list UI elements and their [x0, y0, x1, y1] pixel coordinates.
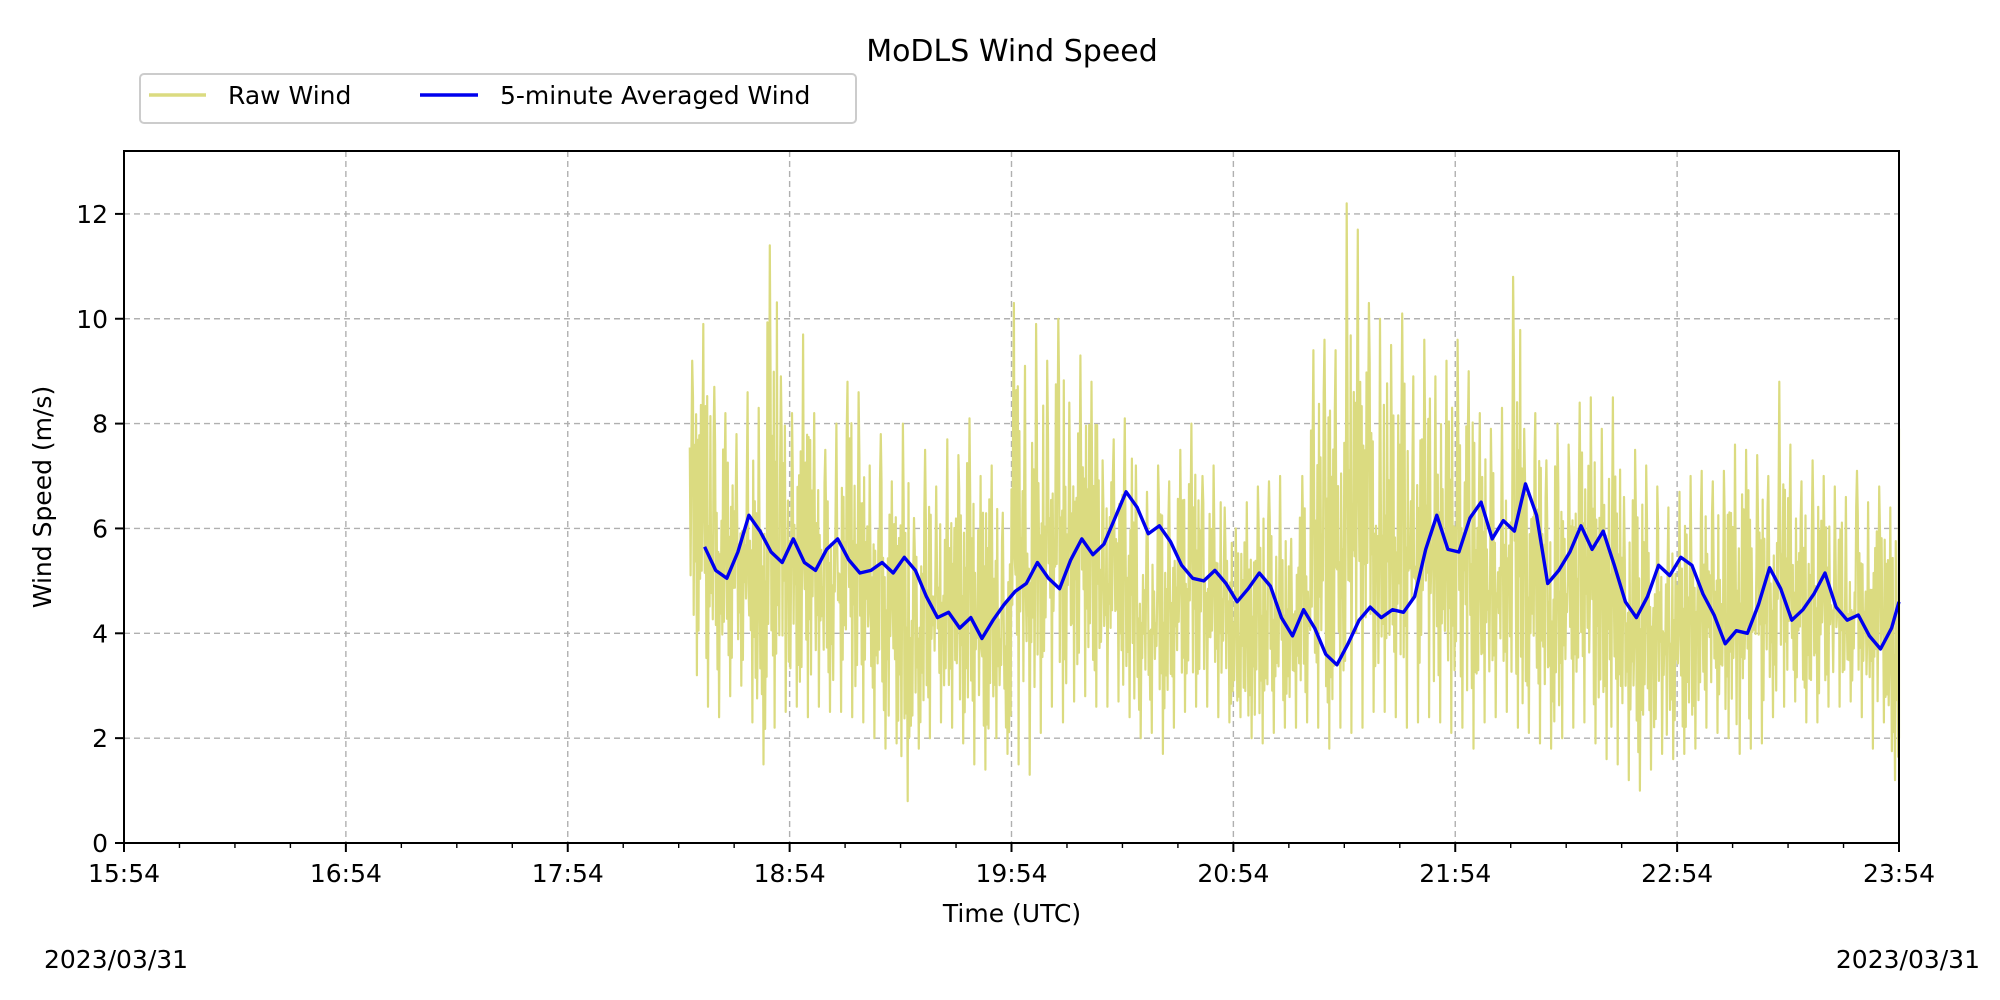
raw-wind-line [688, 202, 1901, 803]
legend-label-raw: Raw Wind [228, 81, 351, 110]
y-axis-title: Wind Speed (m/s) [28, 386, 57, 608]
y-tick-label: 10 [76, 305, 108, 334]
y-tick-label: 6 [92, 514, 108, 543]
date-label-end: 2023/03/31 [1836, 945, 1980, 974]
legend-box [139, 73, 857, 124]
x-tick-label: 21:54 [1419, 859, 1491, 888]
x-tick-label: 17:54 [532, 859, 604, 888]
x-tick-label: 19:54 [975, 859, 1047, 888]
y-tick-label: 2 [92, 724, 108, 753]
x-axis-ticks: 15:54 16:54 17:54 18:54 19:54 20:54 21:54 22:54… [88, 843, 1935, 888]
date-label-start: 2023/03/31 [44, 945, 188, 974]
averaged-wind-line [703, 482, 1901, 667]
x-tick-label: 22:54 [1641, 859, 1713, 888]
x-tick-label: 18:54 [754, 859, 826, 888]
y-tick-label: 4 [92, 619, 108, 648]
y-axis-ticks: 0 2 4 6 8 10 12 [76, 200, 124, 858]
y-tick-label: 8 [92, 410, 108, 439]
y-tick-label: 12 [76, 200, 108, 229]
raw-wind-series [688, 202, 1901, 803]
chart-title: MoDLS Wind Speed [866, 34, 1158, 69]
grid-lines [124, 151, 1899, 843]
x-tick-label: 15:54 [88, 859, 160, 888]
x-tick-label: 20:54 [1197, 859, 1269, 888]
x-axis-title: Time (UTC) [942, 899, 1081, 928]
averaged-wind-series [703, 482, 1901, 667]
x-tick-label: 16:54 [310, 859, 382, 888]
legend: Raw Wind 5-minute Averaged Wind [139, 73, 857, 124]
y-tick-label: 0 [92, 829, 108, 858]
legend-label-avg: 5-minute Averaged Wind [500, 81, 810, 110]
x-tick-label: 23:54 [1863, 859, 1935, 888]
